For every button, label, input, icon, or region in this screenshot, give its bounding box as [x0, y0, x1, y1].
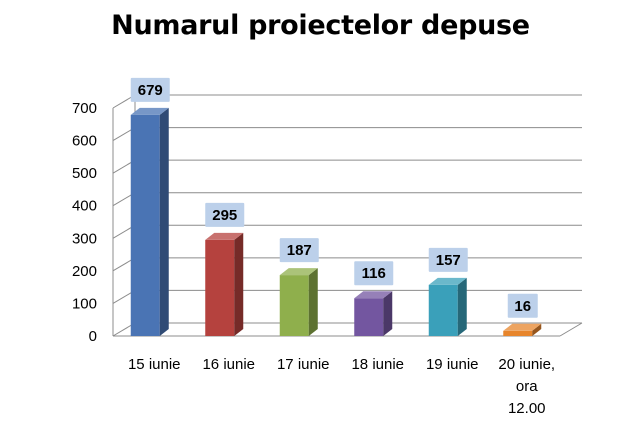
bar-side: [159, 107, 169, 336]
data-label-box: [428, 247, 468, 272]
bar-side: [457, 277, 467, 336]
bar-top: [428, 277, 467, 285]
y-tick-label: 700: [72, 100, 97, 117]
data-label-box: [205, 202, 245, 227]
data-label: 187: [287, 242, 312, 259]
floor-side-edge: [559, 322, 583, 337]
data-label-box: [130, 77, 170, 102]
x-tick-label: 16 iunie: [202, 356, 255, 373]
bar: [354, 291, 393, 336]
y-tick-label: 600: [72, 133, 97, 150]
bar-side: [234, 232, 244, 336]
bar-top: [205, 232, 244, 240]
bar-front: [130, 114, 160, 336]
bar-top: [130, 107, 169, 115]
y-tick-label: 100: [72, 295, 97, 312]
y-tick-label: 200: [72, 263, 97, 280]
y-tick-label: 400: [72, 198, 97, 215]
bar-side: [383, 291, 393, 336]
bar-top: [354, 291, 393, 299]
y-tick-label: 500: [72, 165, 97, 182]
data-label-box: [354, 261, 394, 286]
x-tick-label: 20 iunie,: [498, 356, 555, 373]
data-label: 295: [212, 207, 237, 224]
y-tick-label: 0: [89, 328, 97, 345]
bar: [205, 232, 244, 336]
bar: [130, 107, 169, 336]
chart-title: Numarul proiectelor depuse: [111, 10, 530, 41]
bar: [428, 277, 467, 336]
data-label-box: [507, 293, 538, 318]
bar-top: [503, 323, 542, 331]
data-label: 116: [362, 265, 386, 282]
x-tick-label: 19 iunie: [426, 356, 479, 373]
data-label: 16: [514, 298, 531, 315]
bar-front: [503, 330, 533, 336]
x-tick-label: 17 iunie: [277, 356, 330, 373]
bar-top: [279, 268, 318, 276]
x-tick-label: 12.00: [508, 400, 546, 417]
bar-side: [308, 268, 318, 336]
data-label: 157: [436, 252, 461, 269]
bar-front: [205, 239, 235, 336]
bar: [503, 323, 542, 336]
bar-front: [354, 298, 384, 336]
bar-side: [532, 323, 542, 336]
x-tick-label: 15 iunie: [128, 356, 181, 373]
y-tick-label: 300: [72, 230, 97, 247]
data-label-box: [279, 238, 319, 263]
bar-front: [428, 284, 458, 336]
data-label: 679: [138, 82, 163, 99]
x-tick-label: ora: [516, 378, 538, 395]
bar-front: [279, 275, 309, 336]
bar: [279, 268, 318, 336]
x-tick-label: 18 iunie: [351, 356, 404, 373]
